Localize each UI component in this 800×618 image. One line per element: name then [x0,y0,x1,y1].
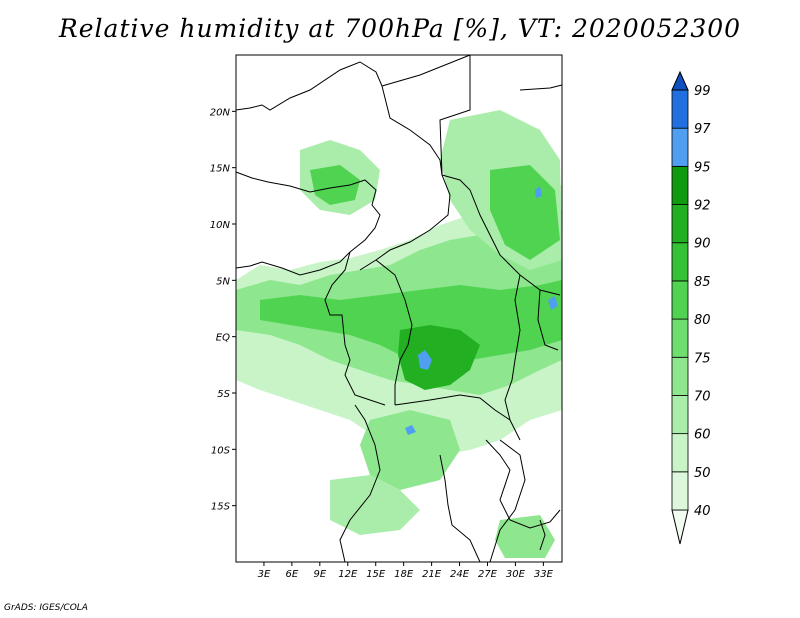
colorbar-segment [671,471,689,511]
colorbar-label: 50 [694,466,711,481]
map-title: Relative humidity at 700hPa [%], VT: 202… [58,14,742,43]
lat-tick-label: 10S [211,445,231,456]
country-borders [235,54,563,563]
lat-tick-label: 5N [216,276,230,287]
lat-tick-label: 10N [210,220,231,231]
colorbar: 40 50 60 70 75 80 85 90 92 95 97 99 [671,70,711,545]
colorbar-segment [671,318,689,358]
lon-tick-label: 12E [338,569,358,580]
colorbar-label: 92 [694,199,711,214]
lon-tick-label: 33E [534,569,554,580]
colorbar-segment [671,356,689,396]
colorbar-segment [671,165,689,205]
lon-axis: 3E 6E 9E 12E 15E 18E 21E 24E 27E 30E 33E [258,562,554,580]
colorbar-segment [671,242,689,282]
colorbar-label: 80 [694,313,711,328]
colorbar-label: 99 [694,84,711,99]
colorbar-segment [671,127,689,167]
lat-tick-label: 20N [210,107,231,118]
lon-tick-label: 27E [478,569,498,580]
map-plot-area [235,54,563,563]
humidity-field [236,110,562,558]
lat-axis: 20N 15N 10N 5N EQ 5S 10S 15S [210,107,236,513]
colorbar-segment [671,280,689,320]
lat-tick-label: 15S [211,502,231,513]
colorbar-under-triangle [671,509,689,545]
colorbar-segment [671,204,689,244]
colorbar-label: 85 [694,275,711,290]
lat-tick-label: EQ [216,333,230,344]
lon-tick-label: 3E [258,569,271,580]
colorbar-label: 60 [694,428,711,443]
lon-tick-label: 15E [366,569,386,580]
lon-tick-label: 9E [313,569,326,580]
colorbar-segment [671,433,689,473]
colorbar-label: 75 [694,351,711,366]
colorbar-label: 90 [694,237,711,252]
lon-tick-label: 24E [450,569,470,580]
colorbar-segment [671,89,689,129]
lon-tick-label: 21E [422,569,442,580]
colorbar-segment [671,395,689,435]
lat-tick-label: 5S [217,389,230,400]
lon-tick-label: 18E [394,569,414,580]
grads-credit: GrADS: IGES/COLA [4,603,88,613]
colorbar-label: 70 [694,389,711,404]
lon-tick-label: 30E [506,569,526,580]
colorbar-label: 40 [694,504,711,519]
lat-tick-label: 15N [210,164,231,175]
colorbar-over-triangle [671,70,689,91]
colorbar-label: 97 [694,122,711,137]
lon-tick-label: 6E [286,569,299,580]
colorbar-label: 95 [694,160,711,175]
map-frame [235,54,563,563]
